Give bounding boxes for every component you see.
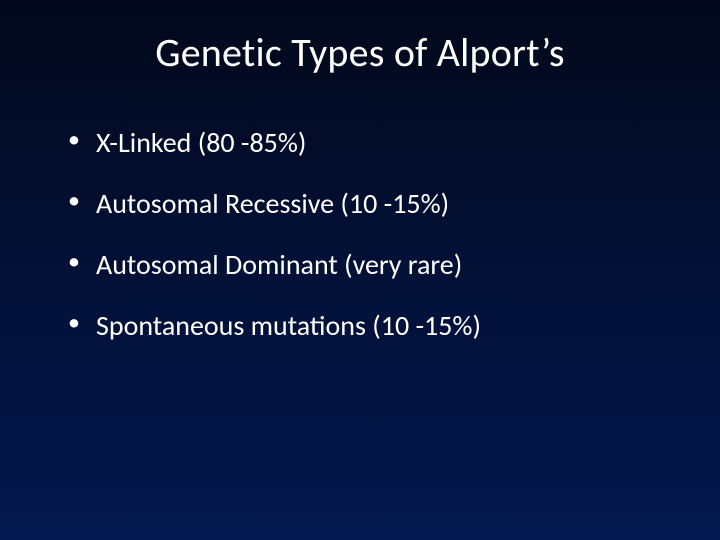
- list-item: Autosomal Dominant (very rare): [68, 247, 670, 282]
- bullet-list: X-Linked (80 -85%) Autosomal Recessive (…: [50, 125, 670, 343]
- slide-title: Genetic Types of Alport’s: [50, 28, 670, 77]
- list-item: X-Linked (80 -85%): [68, 125, 670, 160]
- list-item: Spontaneous mutations (10 -15%): [68, 308, 670, 343]
- list-item: Autosomal Recessive (10 -15%): [68, 186, 670, 221]
- slide-container: Genetic Types of Alport’s X-Linked (80 -…: [0, 0, 720, 540]
